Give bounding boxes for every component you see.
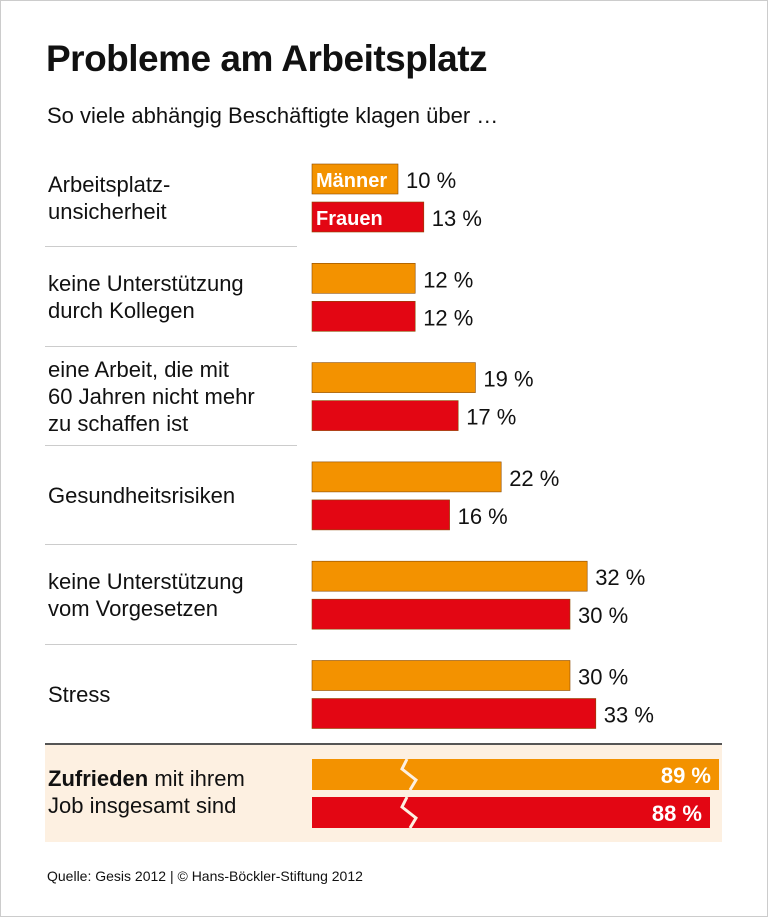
axis-break-icon [400,796,418,829]
summary-value-label: 89 % [661,763,711,788]
bar-maenner [311,461,502,493]
category-label: eine Arbeit, die mit 60 Jahren nicht meh… [48,357,255,437]
category-label: Arbeitsplatz- unsicherheit [48,172,171,224]
value-label: 10 % [406,168,456,193]
bar-frauen [311,598,571,630]
bar-maenner [311,362,476,393]
summary-label-bold: Zufrieden [48,766,149,791]
summary-bar-frauen [312,797,710,828]
bar-frauen [311,698,597,729]
summary-value-label: 88 % [652,801,702,826]
chart-subtitle: So viele abhängig Beschäftigte klagen üb… [47,103,499,128]
summary-divider [45,743,722,745]
bar-frauen [311,201,425,233]
row-separator [45,444,297,446]
row-separator [45,345,297,347]
summary-label: Zufrieden mit ihrem Job insgesamt sind [48,765,245,819]
value-label: 16 % [458,504,508,529]
axis-break-icon [400,758,418,791]
value-label: 13 % [432,206,482,231]
bar-maenner [311,560,588,592]
category-label: keine Unterstützung vom Vorgesetzen [48,569,244,622]
summary-bar-maenner [312,759,719,790]
bar-frauen [311,400,459,431]
value-label: 30 % [578,665,628,690]
category-label: keine Unterstützung durch Kollegen [48,271,244,324]
category-label: Stress [48,682,111,707]
bar-frauen [311,300,416,332]
value-label: 17 % [466,405,516,430]
bar-maenner [311,262,416,294]
value-label: 30 % [578,603,628,628]
legend-maenner: Männer [316,170,387,192]
value-label: 33 % [604,703,654,728]
bar-maenner [311,163,399,195]
value-label: 12 % [423,305,473,330]
row-separator [45,643,297,645]
bar-maenner [311,660,571,691]
bar-frauen [311,499,450,531]
row-separator [45,544,297,546]
source-note: Quelle: Gesis 2012 | © Hans-Böckler-Stif… [47,868,363,884]
row-separator [45,246,297,248]
value-label: 12 % [423,267,473,292]
value-label: 19 % [483,367,533,392]
summary-label-rest: mit ihrem Job insgesamt sind [48,766,245,818]
value-label: 32 % [595,565,645,590]
value-label: 22 % [509,466,559,491]
category-label: Gesundheitsrisiken [48,483,236,509]
chart-title: Probleme am Arbeitsplatz [46,38,488,79]
legend-frauen: Frauen [316,208,383,230]
